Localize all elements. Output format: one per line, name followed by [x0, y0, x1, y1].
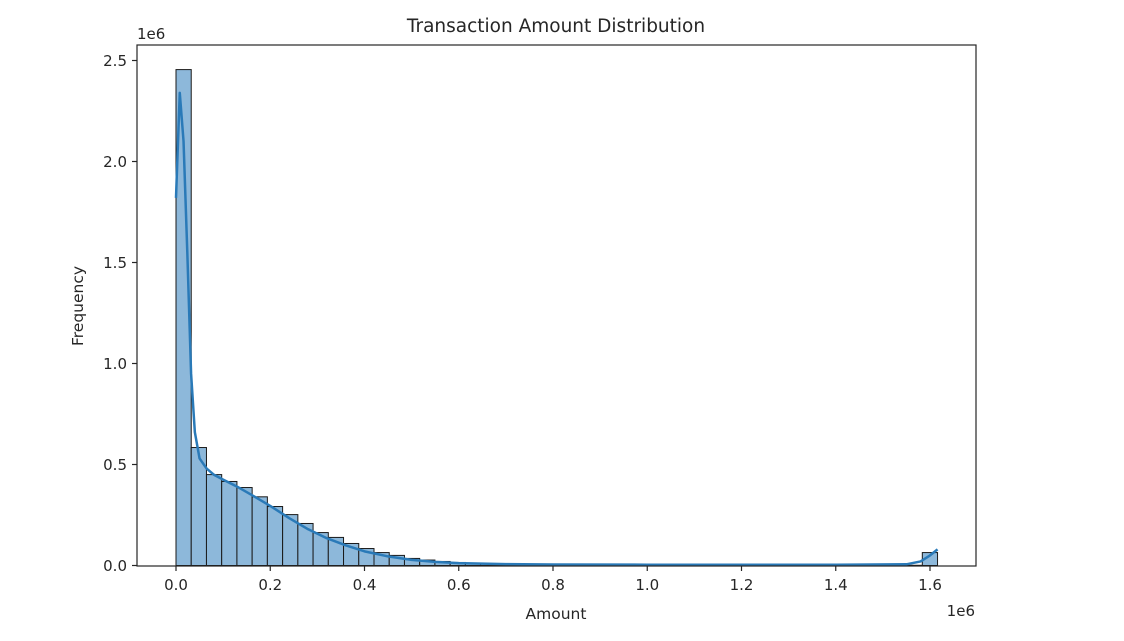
histogram-bar — [205, 474, 223, 567]
y-tick-label: 2.5 — [103, 52, 127, 70]
y-tick-label: 1.5 — [103, 254, 127, 272]
x-tick-label: 0.2 — [258, 576, 282, 594]
histogram-bar — [251, 496, 268, 567]
y-tick-label: 0.5 — [103, 456, 127, 474]
axes-frame — [136, 44, 977, 567]
histogram-bars — [175, 69, 939, 567]
x-tick-label: 0.0 — [164, 576, 188, 594]
x-tick-label: 1.2 — [730, 576, 754, 594]
y-axis-label: Frequency — [69, 266, 87, 346]
x-tick-label: 1.6 — [918, 576, 942, 594]
x-tick-label: 1.4 — [824, 576, 848, 594]
kde-curve — [174, 91, 939, 566]
x-tick-label: 0.8 — [541, 576, 565, 594]
x-tick-label: 0.6 — [447, 576, 471, 594]
y-tick-label: 1.0 — [103, 355, 127, 373]
x-axis-label: Amount — [526, 605, 587, 623]
y-offset-label: 1e6 — [137, 25, 165, 43]
histogram-bar — [266, 506, 284, 566]
x-axis-ticks: 0.0 0.2 0.4 0.6 0.8 1.0 1.2 1.4 1.6 — [164, 566, 942, 594]
chart-title: Transaction Amount Distribution — [406, 16, 705, 37]
y-tick-label: 0.0 — [103, 557, 127, 575]
x-tick-label: 0.4 — [353, 576, 377, 594]
histogram-bar — [221, 480, 238, 566]
x-offset-label: 1e6 — [947, 602, 975, 620]
x-tick-label: 1.0 — [635, 576, 659, 594]
y-tick-label: 2.0 — [103, 153, 127, 171]
y-axis-ticks: 0.0 0.5 1.0 1.5 2.0 2.5 — [103, 52, 137, 575]
histogram-bar — [236, 487, 253, 566]
